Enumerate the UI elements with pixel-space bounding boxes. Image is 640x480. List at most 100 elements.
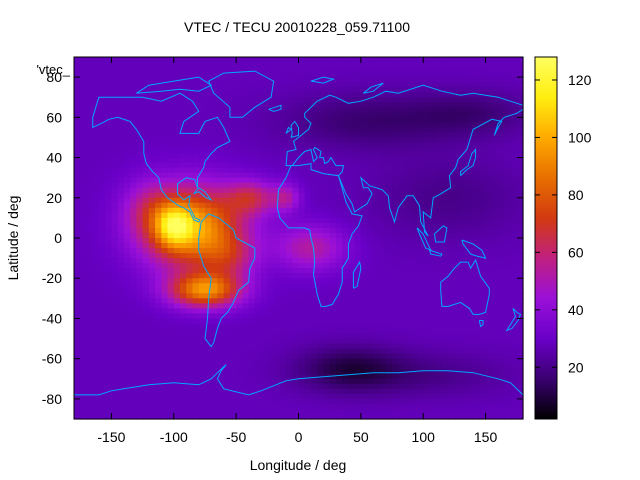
heatmap-cell	[360, 82, 368, 88]
heatmap-cell	[504, 263, 512, 269]
heatmap-cell	[367, 57, 374, 63]
heatmap-cell	[155, 313, 162, 320]
heatmap-cell	[148, 157, 156, 164]
heatmap-cell	[448, 388, 456, 395]
heatmap-cell	[298, 253, 306, 259]
heatmap-cell	[229, 358, 237, 365]
heatmap-cell	[354, 132, 362, 139]
heatmap-cell	[105, 162, 113, 169]
heatmap-cell	[155, 293, 162, 299]
heatmap-cell	[342, 107, 349, 113]
heatmap-cell	[186, 117, 194, 123]
heatmap-cell	[342, 62, 349, 68]
heatmap-cell	[485, 187, 493, 194]
heatmap-cell	[261, 192, 268, 199]
heatmap-cell	[491, 258, 499, 264]
heatmap-cell	[323, 263, 331, 269]
heatmap-cell	[204, 368, 212, 375]
heatmap-cell	[267, 172, 275, 179]
heatmap-cell	[423, 132, 431, 139]
heatmap-cell	[348, 238, 356, 244]
heatmap-cell	[404, 132, 412, 139]
heatmap-cell	[136, 393, 144, 400]
heatmap-cell	[80, 303, 88, 309]
heatmap-cell	[473, 363, 480, 370]
heatmap-cell	[186, 288, 194, 294]
heatmap-cell	[498, 278, 505, 284]
heatmap-cell	[211, 232, 219, 239]
heatmap-cell	[111, 238, 119, 244]
heatmap-cell	[130, 283, 137, 289]
heatmap-cell	[186, 278, 194, 284]
heatmap-cell	[242, 157, 250, 164]
heatmap-cell	[423, 177, 431, 184]
heatmap-cell	[310, 207, 318, 214]
heatmap-cell	[310, 57, 318, 63]
heatmap-cell	[435, 373, 443, 380]
heatmap-cell	[211, 393, 219, 400]
heatmap-cell	[286, 192, 293, 199]
heatmap-cell	[142, 383, 150, 390]
heatmap-cell	[117, 122, 125, 128]
heatmap-cell	[385, 323, 393, 330]
heatmap-cell	[229, 318, 237, 325]
heatmap-cell	[504, 67, 512, 73]
heatmap-cell	[379, 127, 387, 134]
heatmap-cell	[167, 298, 175, 304]
heatmap-cell	[448, 293, 456, 299]
heatmap-cell	[223, 308, 231, 315]
heatmap-cell	[229, 197, 237, 204]
heatmap-cell	[80, 338, 88, 345]
heatmap-cell	[441, 217, 449, 224]
heatmap-cell	[485, 328, 493, 335]
heatmap-cell	[454, 117, 462, 123]
heatmap-cell	[342, 273, 349, 279]
heatmap-cell	[86, 378, 94, 385]
heatmap-cell	[410, 142, 418, 149]
heatmap-cell	[504, 258, 512, 264]
heatmap-cell	[385, 187, 393, 194]
heatmap-cell	[429, 258, 437, 264]
heatmap-cell	[173, 102, 181, 108]
heatmap-cell	[161, 248, 169, 254]
heatmap-cell	[448, 318, 456, 325]
heatmap-cell	[498, 192, 505, 199]
heatmap-cell	[123, 258, 131, 264]
heatmap-cell	[292, 333, 300, 340]
heatmap-cell	[211, 318, 219, 325]
heatmap-cell	[423, 217, 431, 224]
heatmap-cell	[460, 343, 468, 350]
heatmap-cell	[186, 243, 194, 249]
heatmap-cell	[279, 303, 287, 309]
heatmap-cell	[267, 378, 275, 385]
heatmap-cell	[155, 393, 162, 400]
heatmap-cell	[248, 238, 256, 244]
heatmap-cell	[204, 353, 212, 360]
heatmap-cell	[335, 157, 343, 164]
heatmap-cell	[254, 303, 262, 309]
heatmap-cell	[360, 132, 368, 139]
heatmap-cell	[367, 368, 374, 375]
heatmap-cell	[211, 172, 219, 179]
heatmap-cell	[491, 373, 499, 380]
heatmap-cell	[360, 72, 368, 78]
heatmap-cell	[360, 222, 368, 229]
heatmap-cell	[142, 102, 150, 108]
heatmap-cell	[385, 283, 393, 289]
heatmap-cell	[504, 227, 512, 234]
heatmap-cell	[92, 192, 100, 199]
heatmap-cell	[254, 308, 262, 315]
heatmap-cell	[510, 197, 518, 204]
heatmap-cell	[448, 358, 456, 365]
heatmap-cell	[479, 227, 487, 234]
heatmap-cell	[105, 77, 113, 83]
heatmap-cell	[379, 222, 387, 229]
heatmap-cell	[123, 338, 131, 345]
heatmap-cell	[473, 358, 480, 365]
heatmap-cell	[261, 343, 268, 350]
heatmap-cell	[248, 333, 256, 340]
heatmap-cell	[74, 373, 81, 380]
heatmap-cell	[267, 253, 275, 259]
heatmap-cell	[223, 222, 231, 229]
heatmap-cell	[454, 207, 462, 214]
